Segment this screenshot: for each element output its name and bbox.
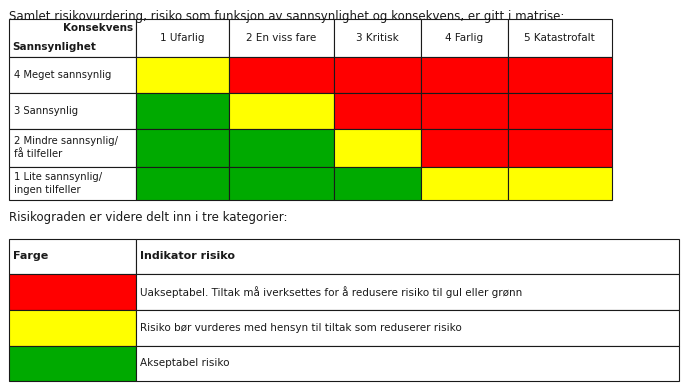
Bar <box>334 129 421 166</box>
Text: Akseptabel risiko: Akseptabel risiko <box>140 359 229 368</box>
Bar <box>334 57 421 93</box>
Bar <box>229 19 334 57</box>
Bar <box>229 166 334 200</box>
Bar <box>9 166 136 200</box>
Bar <box>508 93 612 129</box>
Bar <box>136 19 229 57</box>
Bar <box>9 239 136 274</box>
Bar <box>229 57 334 93</box>
Text: Risiko bør vurderes med hensyn til tiltak som reduserer risiko: Risiko bør vurderes med hensyn til tilta… <box>140 323 462 333</box>
Bar <box>334 93 421 129</box>
Bar <box>421 19 508 57</box>
Text: 3 Kritisk: 3 Kritisk <box>356 33 398 43</box>
Text: 1 Ufarlig: 1 Ufarlig <box>160 33 205 43</box>
Bar <box>9 93 136 129</box>
Text: Konsekvens: Konsekvens <box>63 23 133 33</box>
Bar <box>9 310 136 346</box>
Bar <box>136 274 679 310</box>
Text: 4 Meget sannsynlig: 4 Meget sannsynlig <box>14 70 111 80</box>
Bar <box>136 166 229 200</box>
Text: 4 Farlig: 4 Farlig <box>445 33 484 43</box>
Bar <box>421 57 508 93</box>
Bar <box>136 310 679 346</box>
Text: Farge: Farge <box>13 251 48 262</box>
Text: Sannsynlighet: Sannsynlighet <box>12 42 96 52</box>
Text: Indikator risiko: Indikator risiko <box>140 251 235 262</box>
Bar <box>9 57 136 93</box>
Bar <box>334 19 421 57</box>
Bar <box>136 57 229 93</box>
Bar <box>421 93 508 129</box>
Bar <box>508 57 612 93</box>
Bar <box>9 19 136 57</box>
Bar <box>9 274 136 310</box>
Text: 5 Katastrofalt: 5 Katastrofalt <box>524 33 595 43</box>
Bar <box>508 19 612 57</box>
Bar <box>9 129 136 166</box>
Bar <box>136 129 229 166</box>
Text: Risikograden er videre delt inn i tre kategorier:: Risikograden er videre delt inn i tre ka… <box>9 211 287 225</box>
Bar <box>421 166 508 200</box>
Text: Uakseptabel. Tiltak må iverksettes for å redusere risiko til gul eller grønn: Uakseptabel. Tiltak må iverksettes for å… <box>140 286 523 298</box>
Bar <box>136 93 229 129</box>
Text: 2 En viss fare: 2 En viss fare <box>246 33 316 43</box>
Bar <box>136 239 679 274</box>
Bar <box>9 346 136 381</box>
Bar <box>229 129 334 166</box>
Text: 3 Sannsynlig: 3 Sannsynlig <box>14 106 78 116</box>
Bar <box>334 166 421 200</box>
Text: 1 Lite sannsynlig/
ingen tilfeller: 1 Lite sannsynlig/ ingen tilfeller <box>14 171 102 195</box>
Text: Samlet risikovurdering, risiko som funksjon av sannsynlighet og konsekvens, er g: Samlet risikovurdering, risiko som funks… <box>9 10 564 23</box>
Bar <box>508 129 612 166</box>
Bar <box>508 166 612 200</box>
Text: 2 Mindre sannsynlig/
få tilfeller: 2 Mindre sannsynlig/ få tilfeller <box>14 136 117 159</box>
Bar <box>229 93 334 129</box>
Bar <box>421 129 508 166</box>
Bar <box>136 346 679 381</box>
